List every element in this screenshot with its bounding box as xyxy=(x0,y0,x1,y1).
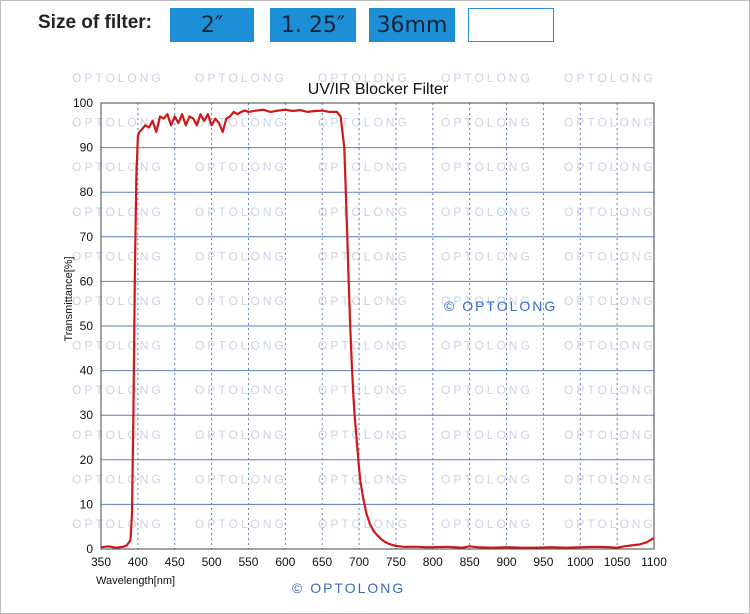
watermark-text-36: OPTOLONG xyxy=(195,383,287,397)
watermark-text-1: OPTOLONG xyxy=(195,71,287,85)
watermark-text-44: OPTOLONG xyxy=(564,428,656,442)
x-axis-label: Wavelength[nm] xyxy=(96,575,175,587)
x-tick-650: 650 xyxy=(312,555,332,569)
x-tick-850: 850 xyxy=(460,555,480,569)
watermark-text-41: OPTOLONG xyxy=(195,428,287,442)
x-tick-450: 450 xyxy=(165,555,185,569)
watermark-text-28: OPTOLONG xyxy=(441,294,533,308)
watermark-text-20: OPTOLONG xyxy=(72,249,164,263)
watermark-text-30: OPTOLONG xyxy=(72,339,164,353)
watermark-text-5: OPTOLONG xyxy=(72,116,164,130)
chart-title: UV/IR Blocker Filter xyxy=(308,81,449,98)
watermark-text-18: OPTOLONG xyxy=(441,205,533,219)
watermark-text-46: OPTOLONG xyxy=(195,472,287,486)
x-tick-950: 950 xyxy=(533,555,553,569)
x-tick-1050: 1050 xyxy=(604,555,631,569)
x-tick-700: 700 xyxy=(349,555,369,569)
footer-copyright-mark: © OPTOLONG xyxy=(292,580,405,596)
watermark-layer: OPTOLONG OPTOLONG OPTOLONG OPTOLONG OPTOLONG… xyxy=(72,71,656,531)
x-tick-labels: 350 400 450 500 550 600 650 700 750 800 850 900 950 1… xyxy=(91,555,667,569)
y-tick-40: 40 xyxy=(80,364,94,378)
x-tick-1100: 1100 xyxy=(641,555,667,569)
watermark-text-47: OPTOLONG xyxy=(318,472,410,486)
x-tick-750: 750 xyxy=(386,555,406,569)
watermark-text-3: OPTOLONG xyxy=(441,71,533,85)
watermark-text-42: OPTOLONG xyxy=(318,428,410,442)
watermark-text-21: OPTOLONG xyxy=(195,249,287,263)
watermark-text-7: OPTOLONG xyxy=(318,116,410,130)
watermark-text-13: OPTOLONG xyxy=(441,160,533,174)
watermark-text-22: OPTOLONG xyxy=(318,249,410,263)
watermark-text-43: OPTOLONG xyxy=(441,428,533,442)
size-option-36mm[interactable]: 36mm xyxy=(369,8,455,42)
watermark-text-11: OPTOLONG xyxy=(195,160,287,174)
y-tick-70: 70 xyxy=(80,230,94,244)
watermark-text-37: OPTOLONG xyxy=(318,383,410,397)
transmittance-curve xyxy=(100,108,655,549)
y-tick-80: 80 xyxy=(80,185,94,199)
watermark-text-49: OPTOLONG xyxy=(564,472,656,486)
x-tick-350: 350 xyxy=(91,555,111,569)
watermark-text-25: OPTOLONG xyxy=(72,294,164,308)
watermark-text-51: OPTOLONG xyxy=(195,517,287,531)
watermark-text-26: OPTOLONG xyxy=(195,294,287,308)
plot-frame xyxy=(100,102,655,550)
watermark-text-16: OPTOLONG xyxy=(195,205,287,219)
watermark-text-50: OPTOLONG xyxy=(72,517,164,531)
watermark-text-34: OPTOLONG xyxy=(564,339,656,353)
x-tick-500: 500 xyxy=(202,555,222,569)
y-tick-20: 20 xyxy=(80,453,94,467)
y-tick-90: 90 xyxy=(80,141,94,155)
x-tick-1000: 1000 xyxy=(567,555,594,569)
size-option-2inch[interactable]: 2″ xyxy=(170,8,254,42)
watermark-text-48: OPTOLONG xyxy=(441,472,533,486)
y-tick-10: 10 xyxy=(80,497,94,511)
y-tick-30: 30 xyxy=(80,408,94,422)
watermark-text-27: OPTOLONG xyxy=(318,294,410,308)
watermark-text-19: OPTOLONG xyxy=(564,205,656,219)
watermark-text-12: OPTOLONG xyxy=(318,160,410,174)
watermark-text-54: OPTOLONG xyxy=(564,517,656,531)
watermark-text-4: OPTOLONG xyxy=(564,71,656,85)
watermark-text-31: OPTOLONG xyxy=(195,339,287,353)
x-tick-600: 600 xyxy=(275,555,295,569)
x-tick-900: 900 xyxy=(497,555,517,569)
filter-size-label: Size of filter: xyxy=(38,12,153,33)
watermark-text-38: OPTOLONG xyxy=(441,383,533,397)
watermark-text-23: OPTOLONG xyxy=(441,249,533,263)
y-axis-label: Transmittance[%] xyxy=(63,256,75,341)
watermark-text-45: OPTOLONG xyxy=(72,472,164,486)
y-tick-100: 100 xyxy=(73,96,93,110)
chart-copyright-mark: © OPTOLONG xyxy=(444,298,557,314)
watermark-text-9: OPTOLONG xyxy=(564,116,656,130)
watermark-text-35: OPTOLONG xyxy=(72,383,164,397)
x-tick-400: 400 xyxy=(128,555,148,569)
watermark-text-40: OPTOLONG xyxy=(72,428,164,442)
watermark-text-33: OPTOLONG xyxy=(441,339,533,353)
watermark-text-17: OPTOLONG xyxy=(318,205,410,219)
y-tick-50: 50 xyxy=(80,319,94,333)
watermark-text-52: OPTOLONG xyxy=(318,517,410,531)
size-option-empty[interactable] xyxy=(468,8,554,42)
size-option-1-25inch[interactable]: 1. 25″ xyxy=(270,8,356,42)
x-tick-800: 800 xyxy=(423,555,443,569)
x-tick-550: 550 xyxy=(238,555,258,569)
watermark-text-6: OPTOLONG xyxy=(195,116,287,130)
y-tick-labels: 0 10 20 30 40 50 60 70 80 90 100 xyxy=(73,96,93,556)
watermark-text-0: OPTOLONG xyxy=(72,71,164,85)
watermark-text-2: OPTOLONG xyxy=(318,71,410,85)
watermark-text-8: OPTOLONG xyxy=(441,116,533,130)
watermark-text-14: OPTOLONG xyxy=(564,160,656,174)
watermark-text-15: OPTOLONG xyxy=(72,205,164,219)
watermark-text-29: OPTOLONG xyxy=(564,294,656,308)
y-tick-0: 0 xyxy=(86,542,93,556)
watermark-text-53: OPTOLONG xyxy=(441,517,533,531)
y-tick-60: 60 xyxy=(80,274,94,288)
watermark-text-24: OPTOLONG xyxy=(564,249,656,263)
watermark-text-39: OPTOLONG xyxy=(564,383,656,397)
watermark-text-32: OPTOLONG xyxy=(318,339,410,353)
watermark-text-10: OPTOLONG xyxy=(72,160,164,174)
